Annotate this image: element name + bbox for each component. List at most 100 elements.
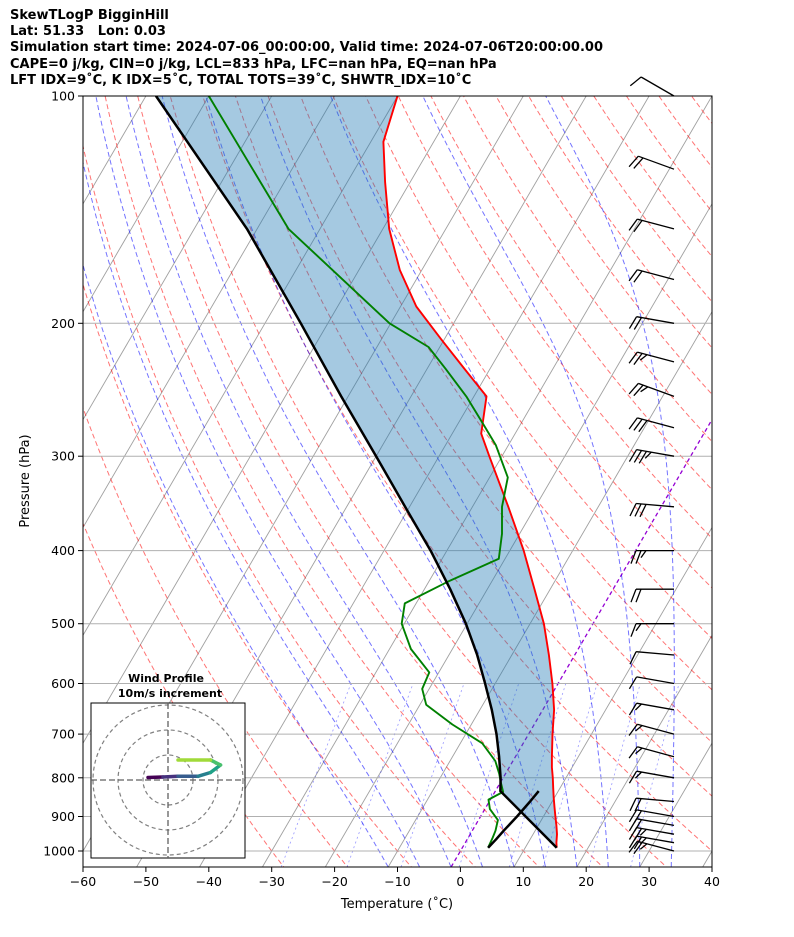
wind-barb-flag	[629, 797, 637, 812]
wind-barb-flag	[628, 269, 638, 282]
moist-adiabat	[205, 96, 546, 867]
wind-barb-flag	[628, 770, 638, 784]
x-tick-label: −60	[70, 874, 96, 889]
wind-barb-shaft	[637, 723, 675, 735]
wind-barb-flag	[628, 417, 638, 430]
wind-barb-shaft	[637, 417, 675, 429]
wind-profile-subtitle: 10m/s increment	[118, 687, 222, 700]
wind-barb-flag	[639, 843, 648, 850]
y-tick-label: 400	[51, 543, 75, 558]
wind-profile-title: Wind Profile	[128, 672, 204, 685]
y-tick-label: 700	[51, 727, 75, 742]
isotherm-line	[83, 96, 210, 313]
mixing-ratio-line	[542, 683, 598, 867]
parcel-line	[154, 96, 558, 849]
mixing-ratio-line	[458, 683, 520, 867]
hodograph-segment	[208, 763, 223, 775]
x-tick-label: −10	[384, 874, 410, 889]
wind-barb	[628, 770, 675, 784]
wind-barb-flag	[639, 354, 648, 361]
dry-adiabat	[365, 96, 712, 589]
wind-barb-flag	[635, 725, 643, 732]
indices-line-2: LFT IDX=9˚C, K IDX=5˚C, TOTAL TOTS=39˚C,…	[10, 72, 472, 88]
isotherm-line	[702, 850, 712, 867]
wind-barb	[628, 351, 675, 365]
hodograph-segment	[208, 758, 223, 767]
wind-barb-flag	[633, 450, 643, 463]
isotherm-line	[83, 96, 461, 745]
moist-adiabat	[422, 96, 641, 867]
wind-barb-shaft	[640, 76, 675, 97]
wind-barb-flag	[628, 316, 638, 329]
moist-adiabat	[125, 96, 483, 867]
x-tick-label: −40	[196, 874, 222, 889]
wind-barb-flag	[628, 155, 639, 168]
wind-barb-flag	[634, 703, 642, 711]
wind-barb-flag	[629, 651, 637, 665]
wind-barb-flag	[635, 550, 642, 564]
wind-barb-flag	[633, 418, 643, 431]
mixing-ratio-line	[400, 683, 465, 867]
dry-adiabat	[593, 96, 712, 258]
wind-barb-flag	[640, 550, 647, 558]
wind-barb-shaft	[638, 155, 675, 170]
wind-barb-flag	[633, 810, 643, 824]
y-tick-label: 900	[51, 809, 75, 824]
wind-barb	[628, 218, 675, 233]
hodograph-segment	[146, 775, 165, 780]
wind-barb-shaft	[636, 448, 675, 457]
moist-adiabat	[260, 96, 578, 867]
wind-barb-flag	[628, 676, 638, 690]
dry-adiabat	[560, 96, 712, 303]
wind-barb-flag	[639, 837, 647, 845]
wind-barb	[628, 702, 675, 716]
y-tick-label: 200	[51, 316, 75, 331]
wind-barb	[628, 382, 675, 398]
x-axis-label: Temperature (˚C)	[340, 896, 453, 912]
chart-header: SkewTLogP BigginHill Lat: 51.33 Lon: 0.0…	[10, 8, 603, 89]
wind-barb-flag	[633, 353, 643, 365]
dewpoint-line	[207, 96, 509, 849]
wind-barb-flag	[634, 798, 642, 812]
wind-barb-shaft	[636, 651, 675, 656]
y-tick-label: 300	[51, 449, 75, 464]
wind-barb-flag	[628, 840, 638, 853]
wind-barb-shaft	[636, 676, 675, 685]
time-line: Simulation start time: 2024-07-06_00:00:…	[10, 40, 603, 56]
wind-barb-flag	[639, 828, 647, 836]
wind-barb	[628, 676, 675, 690]
parcel-base-line	[487, 790, 540, 849]
isotherm-line	[262, 96, 712, 867]
wind-barb-flag	[628, 809, 638, 823]
wind-barb-shaft	[636, 316, 675, 324]
wind-barb-shaft	[637, 218, 675, 230]
dry-adiabat	[234, 96, 712, 797]
dry-adiabat	[267, 96, 712, 744]
wind-barb-flag	[633, 828, 643, 841]
isotherm-line	[83, 96, 398, 637]
wind-barb-shaft	[636, 818, 675, 827]
wind-barb-flag	[639, 504, 647, 518]
wind-barb-shaft	[637, 840, 675, 852]
mixing-ratio-line	[346, 683, 414, 867]
wind-barb-shaft	[636, 502, 675, 508]
wind-barb	[629, 651, 675, 665]
wind-profile-inset: Wind Profile 10m/s increment	[90, 672, 246, 859]
wind-barb-flag	[635, 747, 643, 755]
wind-barb	[628, 448, 675, 464]
isotherm-line	[387, 310, 712, 867]
wind-barb-flag	[628, 746, 638, 759]
hodograph-segment	[161, 774, 180, 779]
wind-barb-flag	[633, 157, 644, 169]
wind-barb-flag	[628, 218, 638, 231]
wind-barb-flag	[634, 503, 642, 517]
wind-barb-flag	[635, 588, 642, 603]
wind-barb	[630, 588, 674, 603]
temperature-line	[382, 96, 558, 848]
wind-barb-flag	[638, 451, 647, 464]
wind-barb-flag	[633, 842, 643, 855]
wind-barb-shaft	[636, 826, 675, 835]
wind-barb	[630, 623, 674, 637]
moist-adiabat	[83, 160, 421, 867]
